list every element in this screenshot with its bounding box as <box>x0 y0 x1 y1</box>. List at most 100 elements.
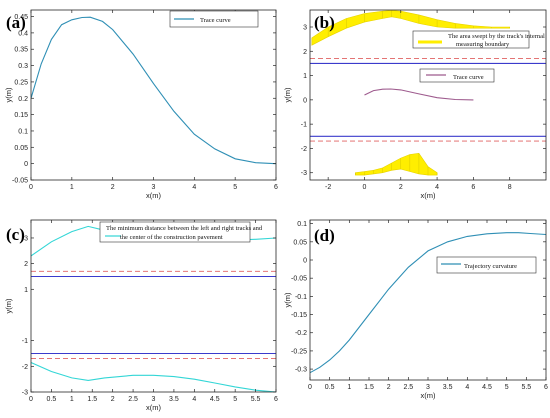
x-tick-label: 3 <box>152 184 156 191</box>
x-tick-label: 4 <box>192 396 196 403</box>
panel-label: (a) <box>6 13 26 32</box>
panel-label: (b) <box>314 13 335 32</box>
y-tick-label: 3 <box>24 235 28 242</box>
y-tick-label: 3 <box>303 25 307 32</box>
legend-label: measuring boundary <box>456 41 510 48</box>
x-axis-label: x(m) <box>421 191 436 200</box>
legend-frame <box>169 10 259 28</box>
y-tick-label: 2 <box>24 261 28 268</box>
chart-panel-a: 0 1 2 3 4 5 6-0.0500.050.10.150.20.250.30.350.… <box>4 9 278 200</box>
series-line-2 <box>31 361 276 392</box>
x-tick-label: 0.5 <box>325 384 335 391</box>
legend-box: The area swept by the track's internalme… <box>412 30 545 49</box>
x-axis-label: x(m) <box>146 403 161 412</box>
x-tick-label: 6 <box>274 396 278 403</box>
legend-frame <box>436 256 537 274</box>
y-axis-label: y(m) <box>283 292 292 307</box>
swept-area-band-2 <box>355 152 438 176</box>
y-axis-label: y(m) <box>4 87 13 102</box>
x-tick-label: 8 <box>508 184 512 191</box>
legend-label: Trajectory curvature <box>464 263 517 270</box>
x-tick-label: 0 <box>29 396 33 403</box>
x-tick-label: 5 <box>233 184 237 191</box>
x-tick-label: 1 <box>70 396 74 403</box>
x-tick-label: 2.5 <box>403 384 413 391</box>
y-tick-label: 0 <box>303 258 307 265</box>
x-axis-label: x(m) <box>421 391 436 400</box>
series-line-1 <box>310 232 546 374</box>
y-tick-label: 0 <box>303 97 307 104</box>
y-tick-label: -3 <box>301 170 307 177</box>
axes-box <box>309 219 547 381</box>
y-tick-label: 2 <box>303 49 307 56</box>
x-tick-label: 6 <box>274 184 278 191</box>
x-tick-label: 5 <box>233 396 237 403</box>
x-tick-label: 0 <box>363 184 367 191</box>
y-tick-label: 0.1 <box>297 221 307 228</box>
y-tick-label: -0.2 <box>295 330 307 337</box>
x-tick-label: 3 <box>152 396 156 403</box>
panel-label: (d) <box>314 226 335 245</box>
y-tick-label: -0.1 <box>295 294 307 301</box>
x-tick-label: 3.5 <box>443 384 453 391</box>
x-tick-label: 2 <box>387 384 391 391</box>
y-tick-label: -0.15 <box>291 312 307 319</box>
y-tick-label: -1 <box>22 338 28 345</box>
x-tick-label: 4 <box>435 184 439 191</box>
x-tick-label: 2 <box>399 184 403 191</box>
panel-label: (c) <box>6 225 25 244</box>
y-tick-label: 0.3 <box>18 63 28 70</box>
y-tick-label: 0.15 <box>14 112 28 119</box>
y-tick-label: -3 <box>22 390 28 397</box>
x-tick-label: 3.5 <box>169 396 179 403</box>
y-tick-label: 0.05 <box>293 239 307 246</box>
y-tick-label: 0.4 <box>18 30 28 37</box>
series-line-1 <box>364 88 474 101</box>
x-tick-label: 2.5 <box>128 396 138 403</box>
legend-label: The minimum distance between the left an… <box>106 225 263 232</box>
y-tick-label: 0.25 <box>14 79 28 86</box>
legend-label: The area swept by the track's internal <box>448 33 545 40</box>
y-tick-label: 0.1 <box>18 128 28 135</box>
x-tick-label: 5.5 <box>521 384 531 391</box>
x-tick-label: 4.5 <box>482 384 492 391</box>
axes-box <box>309 9 547 181</box>
y-tick-label: -0.25 <box>291 348 307 355</box>
y-tick-label: 0 <box>24 161 28 168</box>
y-tick-label: 0.2 <box>18 96 28 103</box>
x-tick-label: 4.5 <box>210 396 220 403</box>
y-tick-label: 0.45 <box>14 14 28 21</box>
x-tick-label: -2 <box>325 184 331 191</box>
x-tick-label: 0.5 <box>47 396 57 403</box>
y-tick-label: -1 <box>301 122 307 129</box>
x-tick-label: 1 <box>70 184 74 191</box>
x-tick-label: 6 <box>544 384 548 391</box>
x-tick-label: 3 <box>426 384 430 391</box>
axes-box <box>30 9 277 181</box>
legend-label: the center of the construction pavement <box>120 234 223 241</box>
y-tick-label: -2 <box>22 364 28 371</box>
y-tick-label: 0.35 <box>14 47 28 54</box>
y-tick-label: -0.05 <box>12 178 28 185</box>
y-tick-label: 1 <box>24 287 28 294</box>
x-tick-label: 5 <box>505 384 509 391</box>
x-axis-label: x(m) <box>146 191 161 200</box>
chart-panel-b: -2 0 2 4 6 8 -3 -2 -1 0 1 2 3 x(m) y(m) The area swept … <box>283 9 547 200</box>
x-tick-label: 5.5 <box>251 396 261 403</box>
y-axis-label: y(m) <box>4 298 13 313</box>
x-tick-label: 6 <box>471 184 475 191</box>
y-tick-label: -2 <box>301 146 307 153</box>
legend-box: Trace curve <box>419 68 495 83</box>
legend-box: Trajectory curvature <box>436 256 537 274</box>
legend-label: Trace curve <box>200 17 231 24</box>
x-tick-label: 1 <box>347 384 351 391</box>
x-tick-label: 4 <box>192 184 196 191</box>
x-tick-label: 0 <box>308 384 312 391</box>
axes-box <box>30 219 277 393</box>
y-tick-label: -0.3 <box>295 367 307 374</box>
y-tick-label: -0.05 <box>291 276 307 283</box>
chart-panel-d: 0 0.5 1 1.5 2 2.5 3 3.5 4 4.5 5 5.5 6 -0.3 -0.25 -0.2 -0… <box>283 219 548 400</box>
legend-frame <box>419 68 495 83</box>
y-tick-label: 0.05 <box>14 145 28 152</box>
